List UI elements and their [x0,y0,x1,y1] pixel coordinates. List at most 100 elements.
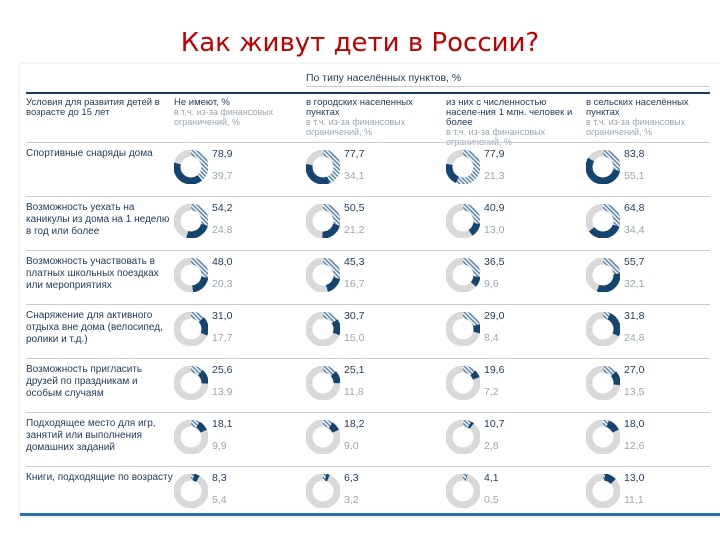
value-label: 77,7 [344,148,365,160]
sub-value-label: 21,2 [344,224,365,236]
donut-financial-arc [586,204,620,238]
donut-financial-arc [174,150,208,184]
group-divider [306,86,710,87]
donut-track [446,420,480,454]
donut-chart [446,420,480,454]
donut-chart [586,312,620,346]
donut-total-arc [306,258,340,292]
donut-chart [306,150,340,184]
value-label: 54,2 [212,202,233,214]
donut-chart [306,312,340,346]
sub-value-label: 9,6 [484,278,499,290]
donut-chart [446,204,480,238]
sub-value-label: 16,7 [344,278,365,290]
row-divider [26,142,710,143]
sub-value-label: 0,5 [484,494,499,506]
value-label: 40,9 [484,202,505,214]
donut-financial-arc [586,420,620,454]
sub-value-label: 7,2 [484,386,499,398]
row-label: Возможность уехать на каникулы из дома н… [26,202,170,237]
donut-financial-arc [174,312,208,346]
donut-financial-arc [586,150,620,184]
donut-total-arc [586,474,620,508]
donut-financial-arc [306,366,340,400]
sub-value-label: 32,1 [624,278,645,290]
sub-value-label: 9,0 [344,440,359,452]
sub-value-label: 15,0 [344,332,365,344]
donut-financial-arc [174,258,208,292]
donut-financial-arc [306,258,340,292]
sub-value-label: 55,1 [624,170,645,182]
donut-track [446,474,480,508]
value-label: 30,7 [344,310,365,322]
donut-chart [306,366,340,400]
donut-chart [174,204,208,238]
value-label: 6,3 [344,472,359,484]
row-divider [26,196,710,197]
value-label: 83,8 [624,148,645,160]
sub-value-label: 13,5 [624,386,645,398]
donut-total-arc [306,420,340,454]
donut-chart [586,366,620,400]
sub-value-label: 21,3 [484,170,505,182]
value-label: 31,8 [624,310,645,322]
row-label: Книги, подходящие по возрасту [26,472,173,483]
row-header: Условия для развития детей в возрасте до… [26,97,160,118]
value-label: 77,9 [484,148,505,160]
donut-chart [586,150,620,184]
value-label: 50,5 [344,202,365,214]
row-divider [26,412,710,413]
chart-table: По типу населённых пунктов, % Условия дл… [20,64,720,516]
donut-chart [446,258,480,292]
donut-chart [306,258,340,292]
sub-value-label: 39,7 [212,170,233,182]
donut-financial-arc [306,204,340,238]
column-header-0: Не имеют, % в т.ч. из-за финансовых огра… [174,97,274,127]
column-header-1: в городских населенных пунктах в т.ч. из… [306,97,413,137]
donut-chart [446,474,480,508]
donut-financial-arc [446,204,480,238]
sub-value-label: 2,8 [484,440,499,452]
row-label: Подходящее место для игр, занятий или вы… [26,418,156,453]
value-label: 18,1 [212,418,233,430]
donut-chart [586,258,620,292]
value-label: 18,0 [624,418,645,430]
row-divider [26,466,710,467]
donut-financial-arc [174,474,208,508]
donut-track [174,474,208,508]
donut-chart [306,474,340,508]
row-label: Возможность пригласить друзей по праздни… [26,364,143,399]
value-label: 36,5 [484,256,505,268]
column-header-2: из них с численностью населе-ния 1 млн. … [446,97,573,147]
donut-total-arc [174,420,208,454]
donut-chart [586,420,620,454]
donut-financial-arc [446,312,480,346]
donut-chart [586,204,620,238]
donut-track [306,474,340,508]
donut-total-arc [446,474,480,508]
donut-total-arc [306,474,340,508]
sub-value-label: 20,3 [212,278,233,290]
value-label: 48,0 [212,256,233,268]
donut-total-arc [446,366,480,400]
donut-total-arc [446,204,480,238]
sub-value-label: 12,6 [624,440,645,452]
value-label: 19,6 [484,364,505,376]
donut-chart [586,474,620,508]
donut-chart [306,420,340,454]
value-label: 10,7 [484,418,505,430]
sub-value-label: 13,0 [484,224,505,236]
sub-value-label: 34,4 [624,224,645,236]
value-label: 13,0 [624,472,645,484]
donut-chart [306,204,340,238]
value-label: 25,6 [212,364,233,376]
sub-value-label: 13,9 [212,386,233,398]
sub-value-label: 24,8 [624,332,645,344]
donut-total-arc [174,474,208,508]
row-divider [26,304,710,305]
group-label: По типу населённых пунктов, % [306,72,462,84]
sub-value-label: 8,4 [484,332,499,344]
row-label: Спортивные снаряды дома [26,148,153,159]
donut-chart [174,258,208,292]
donut-financial-arc [586,312,620,346]
